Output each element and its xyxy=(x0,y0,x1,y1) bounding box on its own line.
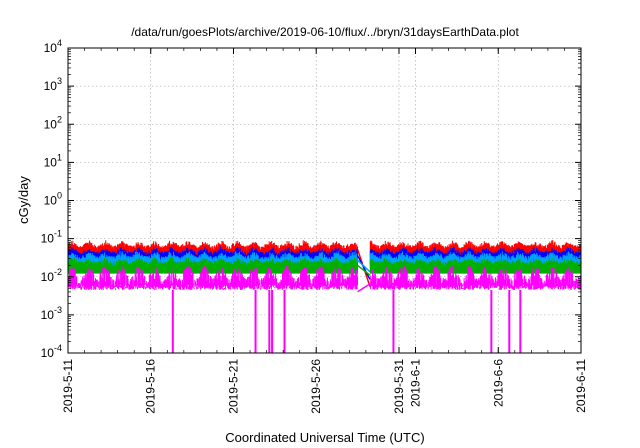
plot-area xyxy=(67,240,582,353)
gap-connector xyxy=(357,283,371,293)
x-tick-label: 2019-5-16 xyxy=(144,359,158,414)
y-axis: 10-4 10-3 10-2 10-1 100 101 102 103 104 xyxy=(41,38,581,360)
x-tick-label: 2019-6-11 xyxy=(574,359,588,413)
gap-connector xyxy=(357,264,371,276)
dropout-spike xyxy=(271,289,274,353)
y-tick-label: 103 xyxy=(44,76,62,93)
y-tick-label: 10-4 xyxy=(41,343,62,360)
x-axis-label: Coordinated Universal Time (UTC) xyxy=(225,430,424,445)
x-tick-label: 2019-5-11 xyxy=(61,359,75,413)
x-tick-label: 2019-6-6 xyxy=(491,359,505,407)
y-tick-label: 100 xyxy=(44,191,62,208)
series-trace xyxy=(369,256,582,274)
grid xyxy=(67,47,582,354)
y-tick-label: 10-3 xyxy=(41,305,62,322)
dropout-spike xyxy=(490,289,493,353)
x-tick-label: 2019-5-21 xyxy=(226,359,240,414)
dropout-spike xyxy=(283,289,286,353)
y-tick-label: 102 xyxy=(44,114,62,131)
y-tick-label: 104 xyxy=(44,38,62,55)
gap-connector xyxy=(356,255,371,280)
y-axis-label: cGy/day xyxy=(16,176,31,224)
y-tick-label: 101 xyxy=(44,152,62,169)
x-tick-label: 2019-5-31 xyxy=(392,359,406,414)
dropout-spike xyxy=(508,289,511,353)
gap-connector xyxy=(357,259,371,273)
x-axis: 2019-5-11 2019-5-16 2019-5-21 2019-5-26 2019… xyxy=(61,48,588,414)
y-tick-label: 10-1 xyxy=(41,229,62,246)
dropout-spike xyxy=(254,289,257,353)
dropout-spike xyxy=(171,289,174,353)
x-tick-label: 2019-5-26 xyxy=(309,359,323,414)
dropout-spike xyxy=(519,289,522,353)
dropout-spike xyxy=(392,289,395,353)
chart-title: /data/run/goesPlots/archive/2019-06-10/f… xyxy=(131,25,519,39)
dropout-spike xyxy=(268,289,271,353)
y-tick-label: 10-2 xyxy=(41,267,62,284)
series-trace xyxy=(369,265,582,290)
x-tick-label: 2019-6-1 xyxy=(409,359,423,407)
